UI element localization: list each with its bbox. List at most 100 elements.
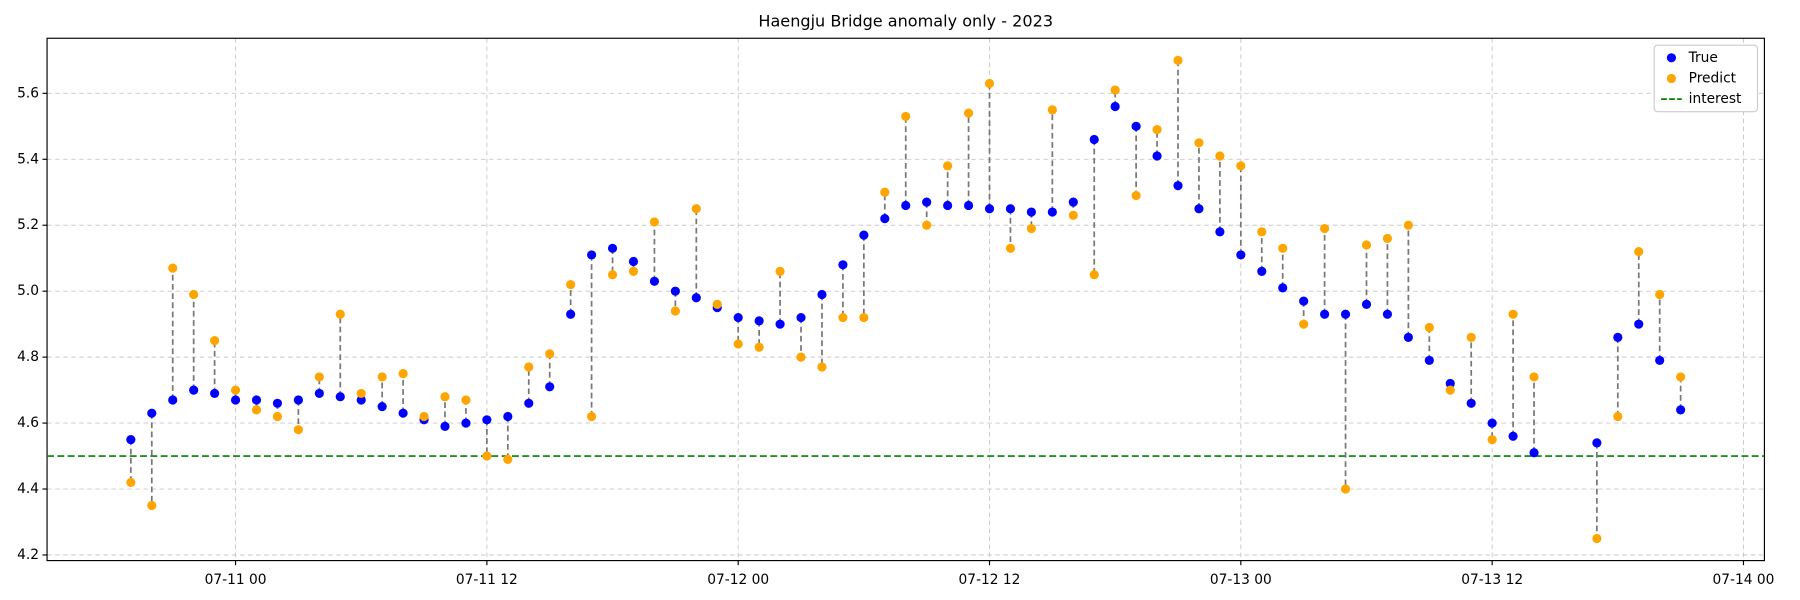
- point: [1340, 484, 1351, 494]
- point: [1466, 398, 1476, 408]
- point: [817, 289, 827, 300]
- point: [377, 402, 387, 412]
- point: [1257, 227, 1267, 237]
- point: [272, 411, 283, 422]
- x-tick-label: 07-14 00: [1713, 572, 1775, 588]
- point: [1529, 448, 1539, 458]
- point: [524, 362, 534, 372]
- point: [649, 276, 660, 286]
- x-tick-label: 07-13 12: [1461, 572, 1523, 588]
- point: [943, 200, 953, 211]
- point: [691, 293, 701, 303]
- point: [1424, 322, 1434, 333]
- legend-marker: [1666, 53, 1677, 63]
- point: [251, 395, 262, 405]
- point: [314, 372, 324, 382]
- point: [901, 111, 911, 122]
- point: [482, 451, 492, 461]
- point: [189, 289, 199, 300]
- point: [1592, 438, 1602, 448]
- point: [210, 388, 220, 398]
- point: [1026, 223, 1036, 234]
- point: [754, 342, 764, 352]
- point: [293, 395, 303, 405]
- point: [398, 369, 408, 379]
- point: [1361, 240, 1372, 250]
- point: [335, 309, 345, 319]
- point: [1466, 332, 1476, 342]
- point: [859, 230, 869, 240]
- point: [1382, 309, 1393, 319]
- point: [1005, 204, 1016, 214]
- point: [796, 352, 806, 362]
- point: [775, 319, 785, 329]
- point: [838, 312, 848, 323]
- point: [1403, 220, 1413, 230]
- point: [503, 454, 513, 464]
- y-tick-label: 5.4: [17, 151, 39, 167]
- point: [1215, 227, 1225, 237]
- point: [670, 306, 680, 316]
- point: [1278, 243, 1288, 253]
- point: [1278, 283, 1288, 293]
- point: [1320, 223, 1330, 234]
- point: [670, 286, 680, 296]
- point: [796, 312, 806, 323]
- point: [607, 270, 618, 280]
- point: [1382, 233, 1393, 244]
- legend-marker: [1666, 73, 1677, 84]
- point: [1655, 289, 1665, 300]
- point: [1047, 105, 1057, 115]
- point: [272, 398, 283, 408]
- point: [566, 279, 576, 290]
- point: [1529, 372, 1539, 382]
- point: [545, 382, 555, 392]
- point: [984, 204, 995, 214]
- point: [356, 388, 366, 398]
- point: [126, 434, 136, 445]
- point: [230, 395, 241, 405]
- y-tick-label: 4.2: [17, 547, 39, 563]
- point: [1340, 309, 1351, 319]
- point: [984, 78, 995, 89]
- point: [1257, 266, 1267, 276]
- point: [398, 408, 408, 418]
- point: [1110, 101, 1120, 112]
- point: [189, 385, 199, 395]
- y-tick-label: 4.6: [17, 415, 39, 431]
- point: [754, 316, 764, 326]
- y-tick-label: 4.8: [17, 349, 39, 365]
- point: [1131, 121, 1141, 131]
- point: [607, 243, 618, 253]
- point: [1194, 204, 1204, 214]
- point: [963, 108, 974, 118]
- point: [1299, 319, 1309, 329]
- point: [922, 197, 932, 207]
- point: [880, 214, 890, 224]
- point: [1361, 299, 1372, 309]
- point: [1320, 309, 1330, 319]
- chart-title: Haengju Bridge anomaly only - 2023: [758, 12, 1053, 31]
- point: [775, 266, 785, 276]
- y-tick-label: 5.6: [17, 85, 39, 101]
- point: [230, 385, 241, 395]
- point: [461, 418, 471, 428]
- point: [147, 408, 157, 418]
- x-tick-label: 07-12 00: [707, 572, 769, 588]
- point: [817, 362, 827, 372]
- point: [880, 187, 890, 197]
- point: [1173, 181, 1183, 191]
- point: [210, 336, 220, 346]
- point: [1508, 431, 1518, 441]
- point: [1089, 270, 1099, 280]
- point: [586, 411, 597, 422]
- point: [1236, 161, 1246, 171]
- point: [1676, 405, 1686, 415]
- point: [503, 411, 513, 422]
- point: [733, 312, 743, 323]
- point: [147, 500, 157, 511]
- x-tick-label: 07-11 00: [205, 572, 267, 588]
- legend-label: interest: [1689, 91, 1742, 107]
- point: [1508, 309, 1518, 319]
- point: [586, 250, 597, 260]
